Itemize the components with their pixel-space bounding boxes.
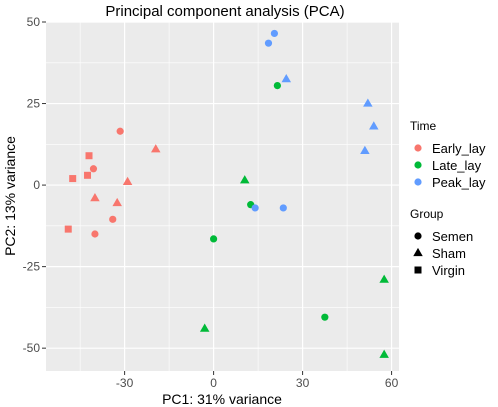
point-late-lay-sham: [239, 175, 250, 184]
legend-group: Group Semen Sham Virgin: [410, 207, 473, 278]
legend-time-title: Time: [410, 119, 437, 133]
x-tick-label: 60: [385, 376, 399, 390]
point-early-lay-semen: [89, 165, 98, 173]
legend-time-label: Early_lay: [432, 141, 486, 156]
point-late-lay-semen: [321, 313, 329, 321]
point-early-lay-virgin: [69, 175, 77, 183]
point-late-lay-semen: [273, 82, 281, 90]
y-tick-label: -25: [23, 260, 41, 274]
legend-time: Time Early_lay Late_lay Peak_lay: [410, 119, 486, 190]
point-peak-lay-semen: [279, 204, 287, 212]
point-early-lay-virgin: [85, 152, 93, 160]
legend-group-label: Virgin: [432, 263, 465, 278]
legend-time-label: Late_lay: [432, 158, 482, 173]
legend-group-key: [413, 247, 423, 257]
legend-time-key: [414, 144, 422, 152]
axes: -30 0 30 60 -50 -25 0 25 50: [23, 15, 399, 390]
point-peak-lay-semen: [270, 29, 279, 38]
legend-group-title: Group: [410, 207, 444, 221]
y-tick-label: 25: [27, 97, 41, 111]
point-early-lay-sham: [112, 197, 122, 207]
point-peak-lay-sham: [363, 98, 373, 107]
point-early-lay-sham: [122, 176, 133, 185]
x-tick-label: 0: [210, 376, 217, 390]
gridlines: [46, 21, 399, 371]
chart-title: Principal component analysis (PCA): [105, 3, 344, 20]
y-axis-label: PC2: 13% variance: [2, 136, 18, 256]
x-tick-label: 30: [296, 376, 310, 390]
point-peak-lay-sham: [281, 73, 292, 83]
point-peak-lay-sham: [369, 121, 379, 130]
x-tick-label: -30: [116, 376, 134, 390]
legend-time-key: [414, 178, 422, 186]
legend-time-key: [414, 161, 422, 169]
point-peak-lay-semen: [251, 204, 259, 212]
point-early-lay-semen: [109, 215, 117, 223]
point-late-lay-sham: [379, 349, 389, 358]
legend-group-label: Semen: [432, 229, 473, 244]
point-late-lay-sham: [379, 274, 389, 283]
plot-panel: [46, 22, 399, 371]
y-tick-label: 0: [33, 178, 40, 192]
point-early-lay-semen: [91, 230, 99, 238]
legend-group-key: [414, 266, 422, 274]
point-late-lay-semen: [210, 235, 218, 243]
y-tick-label: 50: [27, 15, 41, 29]
point-early-lay-virgin: [84, 171, 92, 179]
legend-time-label: Peak_lay: [432, 175, 486, 190]
y-tick-label: -50: [23, 341, 41, 355]
x-axis-label: PC1: 31% variance: [162, 391, 282, 407]
legend-group-key: [414, 232, 422, 240]
data-points: [64, 29, 389, 358]
point-peak-lay-semen: [264, 39, 273, 47]
point-early-lay-sham: [151, 144, 161, 153]
legend-group-label: Sham: [432, 246, 466, 261]
point-early-lay-virgin: [64, 225, 72, 233]
point-early-lay-semen: [116, 127, 124, 135]
point-peak-lay-sham: [360, 145, 370, 154]
point-late-lay-sham: [199, 323, 210, 332]
point-early-lay-sham: [90, 193, 100, 202]
